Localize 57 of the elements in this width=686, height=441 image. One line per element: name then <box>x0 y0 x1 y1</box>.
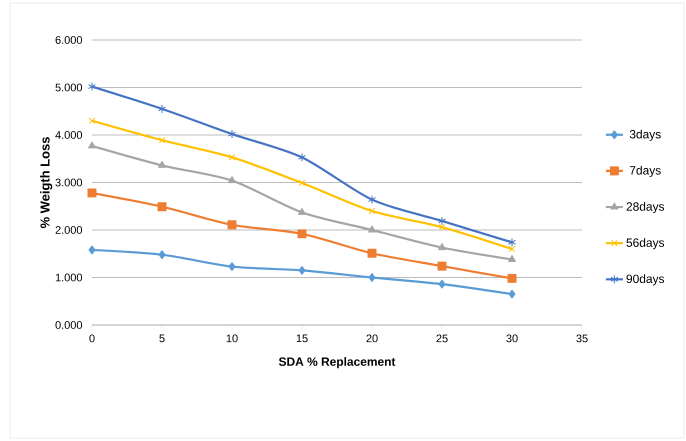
point <box>228 262 236 272</box>
point <box>158 250 166 260</box>
point <box>298 180 306 186</box>
point <box>508 238 516 247</box>
point <box>88 188 96 198</box>
x-tick-label: 10 <box>226 334 238 342</box>
point <box>438 224 446 230</box>
point <box>158 104 166 114</box>
point <box>298 229 306 238</box>
x-tick-label: 15 <box>296 334 308 342</box>
point <box>438 262 446 271</box>
point <box>88 82 96 92</box>
point <box>298 152 306 162</box>
point <box>88 141 96 148</box>
point <box>88 117 96 124</box>
point <box>438 216 446 226</box>
x-tick-label: 5 <box>159 334 165 342</box>
point <box>158 202 166 212</box>
point <box>298 266 306 275</box>
point <box>228 154 236 161</box>
y-axis-title: % Weigth Loss <box>40 137 52 228</box>
point <box>228 176 236 184</box>
legend-label: 56days <box>626 238 664 250</box>
y-tick-label: 4.000 <box>55 131 82 139</box>
point <box>228 220 236 230</box>
x-tick-label: 30 <box>506 334 518 342</box>
x-tick-label: 0 <box>89 334 95 342</box>
point <box>368 195 376 204</box>
point <box>508 254 516 262</box>
legend-label: 90days <box>626 274 664 286</box>
point <box>508 290 516 299</box>
y-tick-label: 6.000 <box>56 36 82 44</box>
point <box>298 208 306 215</box>
point <box>368 273 376 282</box>
point <box>438 243 446 250</box>
legend-label: 7days <box>630 166 661 177</box>
legend-label: 28days <box>626 202 664 214</box>
point <box>228 130 236 139</box>
point <box>368 208 376 214</box>
point <box>88 245 96 254</box>
x-tick-label: 35 <box>576 334 588 342</box>
point <box>158 160 166 168</box>
point <box>368 248 376 258</box>
point <box>508 274 516 283</box>
y-tick-label: 1.000 <box>56 274 82 282</box>
x-tick-label: 25 <box>436 334 448 342</box>
x-tick-label: 20 <box>366 334 378 342</box>
point <box>508 246 516 252</box>
x-axis-title: SDA % Replacement <box>278 357 396 368</box>
y-tick-label: 2.000 <box>56 226 82 234</box>
point <box>158 136 166 144</box>
y-tick-label: 5.000 <box>55 84 82 92</box>
y-tick-label: 0.000 <box>55 321 82 329</box>
point <box>438 280 446 289</box>
legend-label: 3days <box>630 130 661 141</box>
y-tick-label: 3.000 <box>55 178 82 186</box>
point <box>368 226 376 232</box>
